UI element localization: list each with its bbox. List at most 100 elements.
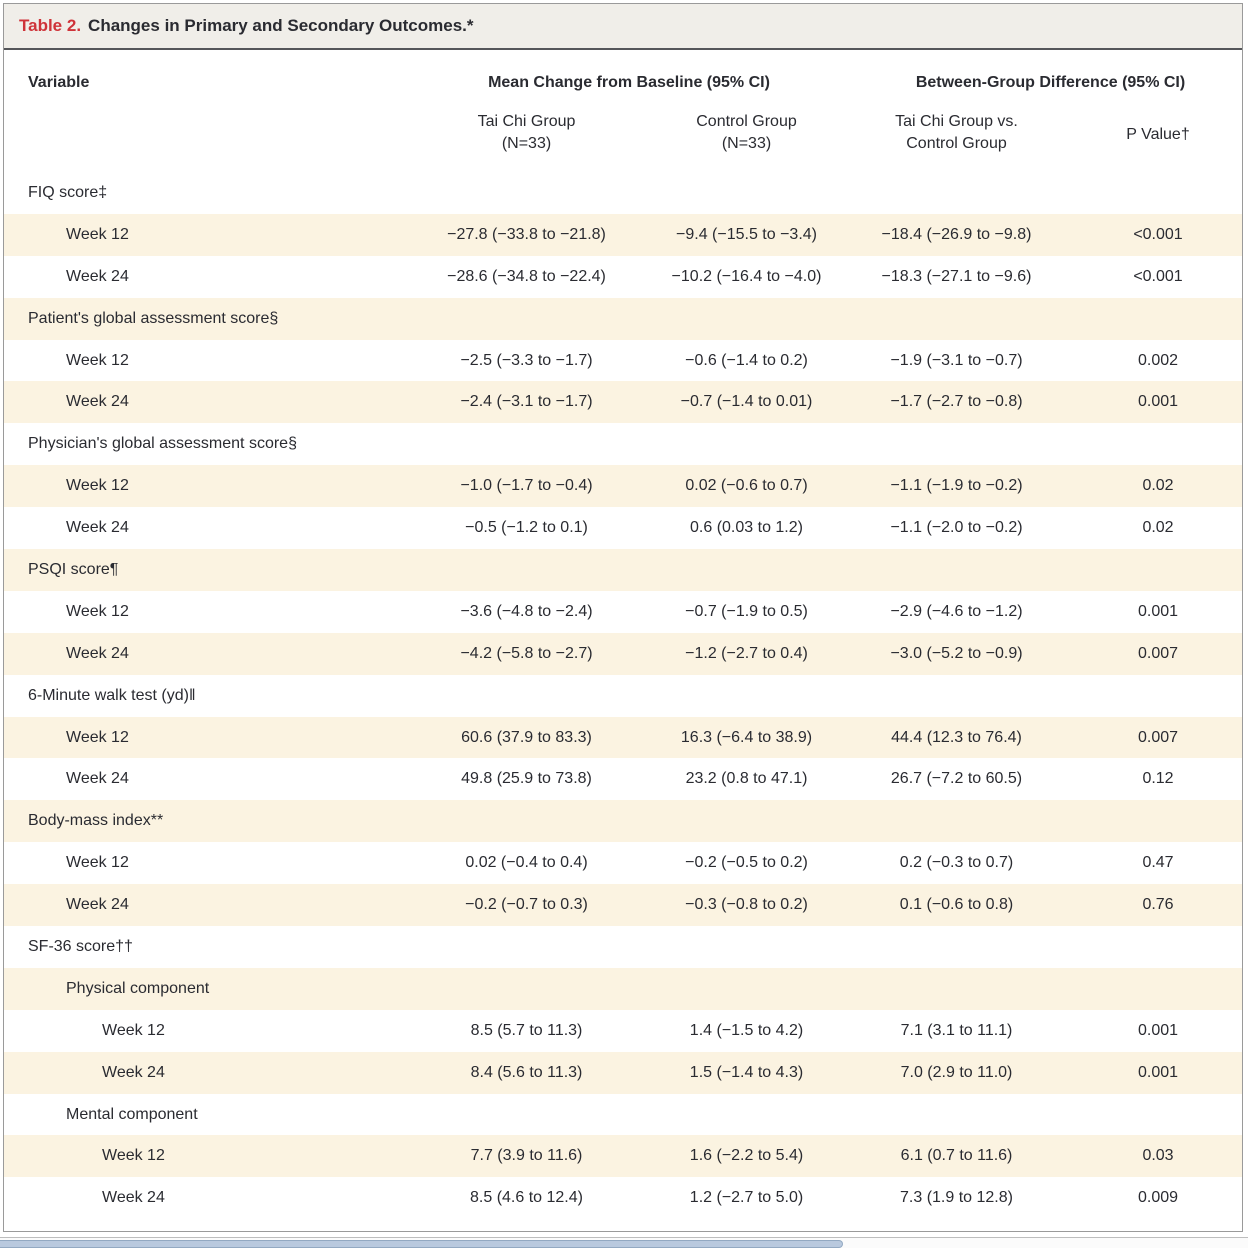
table-row: Week 12 −27.8 (−33.8 to −21.8) −9.4 (−15.5… bbox=[4, 213, 1242, 256]
cell-pvalue: 0.002 bbox=[1137, 351, 1179, 369]
cell-pvalue: <0.001 bbox=[1133, 267, 1183, 285]
cell-pvalue: 0.02 bbox=[1142, 519, 1174, 537]
cell-control: −1.2 (−2.7 to 0.4) bbox=[685, 644, 808, 662]
cell-taichi bbox=[409, 1094, 644, 1136]
cell-difference: −1.1 (−1.9 to −0.2) bbox=[890, 477, 1023, 495]
row-label: SF-36 score†† bbox=[28, 937, 133, 955]
table-row: Physician's global assessment score§ bbox=[4, 423, 1242, 465]
cell-taichi: 7.7 (3.9 to 11.6) bbox=[470, 1147, 583, 1165]
cell-pvalue: 0.001 bbox=[1137, 602, 1179, 620]
table-number: Table 2. bbox=[19, 16, 82, 35]
cell-taichi: −27.8 (−33.8 to −21.8) bbox=[447, 225, 606, 243]
cell-difference: 0.2 (−0.3 to 0.7) bbox=[899, 854, 1014, 872]
cell-taichi bbox=[409, 298, 644, 340]
column-header-variable: Variable bbox=[28, 74, 90, 91]
cell-difference: 7.3 (1.9 to 12.8) bbox=[900, 1189, 1013, 1207]
table-row: Mental component bbox=[4, 1094, 1242, 1136]
row-label: Week 24 bbox=[102, 1063, 165, 1081]
cell-pvalue: 0.03 bbox=[1142, 1147, 1174, 1165]
row-label: Body-mass index** bbox=[28, 812, 164, 830]
table-title: Changes in Primary and Secondary Outcome… bbox=[88, 16, 474, 35]
cell-pvalue: 0.12 bbox=[1142, 770, 1174, 788]
cell-control bbox=[644, 675, 849, 717]
row-label: Week 12 bbox=[102, 1147, 165, 1165]
table-row: Patient's global assessment score§ bbox=[4, 297, 1242, 340]
table-row: Week 24 −2.4 (−3.1 to −1.7) −0.7 (−1.4 to … bbox=[4, 381, 1242, 424]
scrollbar-thumb[interactable] bbox=[0, 1240, 843, 1248]
cell-difference: −1.7 (−2.7 to −0.8) bbox=[890, 393, 1023, 411]
cell-pvalue: 0.007 bbox=[1137, 728, 1179, 746]
column-header-difference: Tai Chi Group vs. Control Group bbox=[849, 99, 1064, 172]
cell-taichi: 8.4 (5.6 to 11.3) bbox=[470, 1063, 583, 1081]
table-row: Week 24 49.8 (25.9 to 73.8) 23.2 (0.8 to 4… bbox=[4, 758, 1242, 800]
row-label: Week 24 bbox=[102, 1189, 165, 1207]
table-row: 6-Minute walk test (yd)‖ bbox=[4, 675, 1242, 717]
cell-control: −0.2 (−0.5 to 0.2) bbox=[685, 854, 808, 872]
cell-control: 1.5 (−1.4 to 4.3) bbox=[689, 1063, 804, 1081]
cell-pvalue bbox=[1064, 549, 1242, 591]
cell-control bbox=[644, 968, 849, 1010]
cell-difference: −18.3 (−27.1 to −9.6) bbox=[881, 267, 1032, 285]
difference-header-line1: Tai Chi Group vs. bbox=[895, 113, 1018, 130]
row-label: Week 12 bbox=[66, 225, 129, 243]
taichi-header-line2: (N=33) bbox=[501, 135, 552, 152]
cell-taichi bbox=[409, 968, 644, 1010]
table-row: SF-36 score†† bbox=[4, 926, 1242, 968]
cell-pvalue: 0.76 bbox=[1142, 896, 1174, 914]
row-label: Week 24 bbox=[66, 519, 129, 537]
cell-control: −0.3 (−0.8 to 0.2) bbox=[685, 896, 808, 914]
cell-taichi: −28.6 (−34.8 to −22.4) bbox=[447, 267, 606, 285]
row-label: Week 12 bbox=[66, 351, 129, 369]
cell-pvalue: 0.009 bbox=[1137, 1189, 1179, 1207]
cell-taichi: −0.2 (−0.7 to 0.3) bbox=[465, 896, 588, 914]
cell-difference: 7.0 (2.9 to 11.0) bbox=[900, 1063, 1013, 1081]
cell-control: 1.2 (−2.7 to 5.0) bbox=[689, 1189, 804, 1207]
cell-pvalue bbox=[1064, 1094, 1242, 1136]
cell-control bbox=[644, 549, 849, 591]
table-row: Week 12 −1.0 (−1.7 to −0.4) 0.02 (−0.6 to … bbox=[4, 465, 1242, 508]
cell-taichi bbox=[409, 675, 644, 717]
cell-pvalue bbox=[1064, 800, 1242, 842]
row-label: Week 12 bbox=[66, 477, 129, 495]
row-label: Week 12 bbox=[66, 602, 129, 620]
table-title-bar: Table 2. Changes in Primary and Secondar… bbox=[4, 4, 1242, 50]
row-label: Week 12 bbox=[102, 1021, 165, 1039]
column-group-between-difference: Between-Group Difference (95% CI) bbox=[915, 74, 1186, 91]
cell-taichi: 8.5 (4.6 to 12.4) bbox=[470, 1189, 583, 1207]
cell-difference bbox=[849, 423, 1064, 465]
row-label: Week 24 bbox=[66, 644, 129, 662]
table-row: Week 12 60.6 (37.9 to 83.3) 16.3 (−6.4 to … bbox=[4, 716, 1242, 759]
table-header: Variable Mean Change from Baseline (95% … bbox=[4, 50, 1242, 172]
column-header-control: Control Group (N=33) bbox=[644, 99, 849, 172]
control-header-line1: Control Group bbox=[696, 113, 797, 130]
row-label: Week 24 bbox=[66, 896, 129, 914]
row-label: Mental component bbox=[66, 1105, 198, 1123]
outcomes-table: Table 2. Changes in Primary and Secondar… bbox=[3, 3, 1243, 1232]
row-label: Week 24 bbox=[66, 393, 129, 411]
cell-taichi bbox=[409, 172, 644, 214]
table-row: Week 24 −0.5 (−1.2 to 0.1) 0.6 (0.03 to 1.… bbox=[4, 507, 1242, 549]
cell-pvalue: 0.47 bbox=[1142, 854, 1174, 872]
table-row: Week 24 −0.2 (−0.7 to 0.3) −0.3 (−0.8 to 0… bbox=[4, 884, 1242, 927]
cell-difference bbox=[849, 172, 1064, 214]
cell-difference: −1.9 (−3.1 to −0.7) bbox=[890, 351, 1023, 369]
cell-pvalue: 0.001 bbox=[1137, 393, 1179, 411]
cell-control bbox=[644, 926, 849, 968]
cell-difference bbox=[849, 926, 1064, 968]
cell-difference: 7.1 (3.1 to 11.1) bbox=[900, 1021, 1013, 1039]
cell-control: 1.4 (−1.5 to 4.2) bbox=[689, 1021, 804, 1039]
cell-control: −9.4 (−15.5 to −3.4) bbox=[676, 225, 817, 243]
horizontal-scrollbar[interactable] bbox=[0, 1237, 1248, 1248]
cell-pvalue bbox=[1064, 172, 1242, 214]
group-header-row: Variable Mean Change from Baseline (95% … bbox=[4, 50, 1242, 99]
table-row: Week 24 8.4 (5.6 to 11.3) 1.5 (−1.4 to 4.3… bbox=[4, 1051, 1242, 1094]
table-row: Body-mass index** bbox=[4, 800, 1242, 843]
cell-taichi: −3.6 (−4.8 to −2.4) bbox=[460, 602, 593, 620]
table-row: Week 12 7.7 (3.9 to 11.6) 1.6 (−2.2 to 5.4… bbox=[4, 1135, 1242, 1178]
cell-difference bbox=[849, 968, 1064, 1010]
cell-control: −0.6 (−1.4 to 0.2) bbox=[685, 351, 808, 369]
cell-difference: −3.0 (−5.2 to −0.9) bbox=[890, 644, 1023, 662]
cell-control bbox=[644, 172, 849, 214]
cell-control: −0.7 (−1.9 to 0.5) bbox=[685, 602, 808, 620]
